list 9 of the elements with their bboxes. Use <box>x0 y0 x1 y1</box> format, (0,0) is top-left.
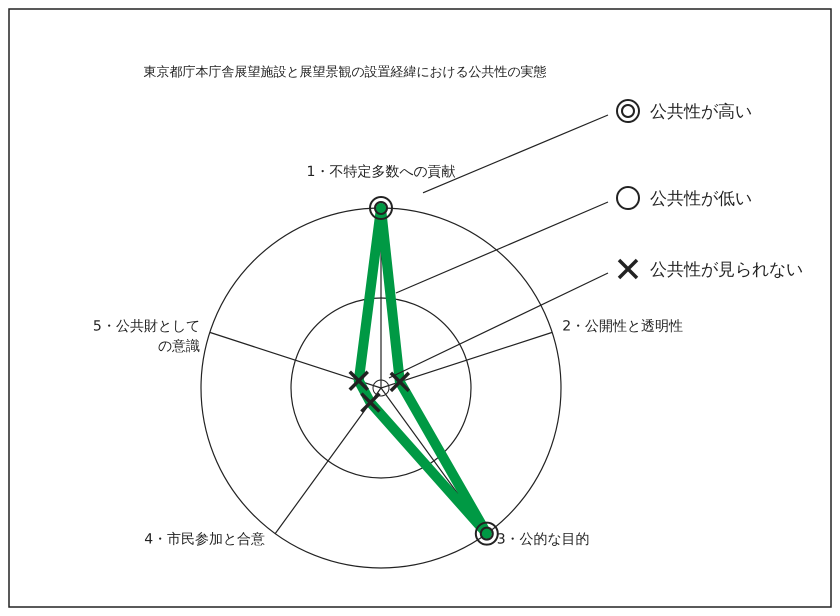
spoke-label: 1・不特定多数への貢献 <box>306 164 456 180</box>
spoke-label: 3・公的な目的 <box>496 532 590 548</box>
spoke-label: 5・公共財としての意識 <box>92 318 200 354</box>
chart-title: 東京都庁本庁舎展望施設と展望景観の設置経緯における公共性の実態 <box>144 64 546 80</box>
text: 公共性が見られない <box>650 260 803 280</box>
spoke-label: 4・市民参加と合意 <box>144 532 266 548</box>
text: 公共性が高い <box>650 102 752 122</box>
text: 公共性が低い <box>650 189 752 209</box>
spoke-label: 2・公開性と透明性 <box>562 318 684 334</box>
